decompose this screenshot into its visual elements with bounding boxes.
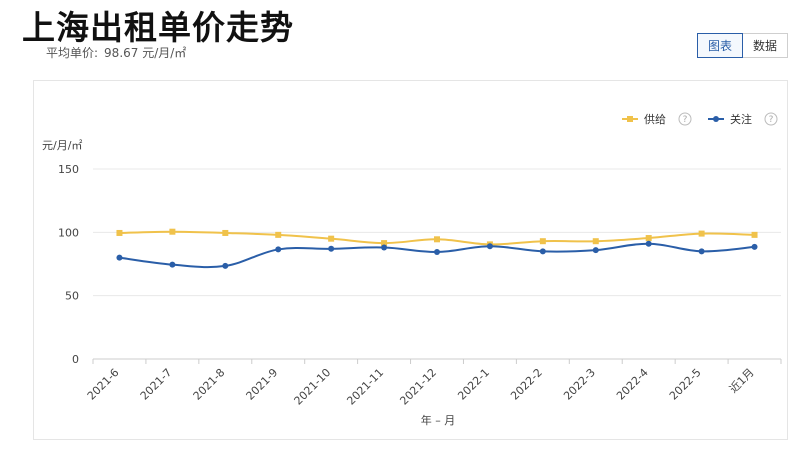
x-tick-label: 2021-6 [85, 366, 122, 403]
data-point[interactable] [328, 235, 335, 242]
data-point[interactable] [381, 244, 388, 251]
x-tick-label: 2022-5 [667, 366, 704, 403]
data-point[interactable] [751, 243, 758, 250]
chart-legend: 供给? 关注? [622, 112, 778, 126]
chart-series [116, 228, 758, 269]
data-point[interactable] [434, 248, 440, 255]
data-point[interactable] [486, 243, 493, 250]
legend-label: 供给 [644, 112, 666, 126]
data-point[interactable] [116, 229, 123, 236]
x-axis-title: 年 – 月 [421, 413, 456, 427]
page-title: 上海出租单价走势 [22, 8, 294, 47]
x-tick-label: 2022-4 [614, 366, 651, 403]
y-tick-label: 150 [58, 163, 79, 176]
data-point[interactable] [539, 248, 546, 255]
average-price: 平均单价: 98.67 元/月/㎡ [46, 45, 186, 61]
x-tick-label: 2022-3 [561, 366, 598, 403]
help-icon[interactable] [678, 112, 692, 126]
data-point[interactable] [328, 245, 335, 252]
x-tick-label: 近1月 [727, 366, 757, 396]
series-line-2 [119, 242, 755, 269]
x-tick-label: 2021-7 [138, 366, 175, 403]
data-point[interactable] [222, 229, 229, 236]
legend-item-1[interactable]: 供给? [622, 112, 692, 126]
view-toggle: 图表 数据 [697, 33, 789, 58]
data-point[interactable] [539, 238, 546, 245]
data-point[interactable] [751, 231, 758, 238]
data-point[interactable] [645, 240, 652, 247]
data-point[interactable] [698, 248, 705, 255]
y-axis-title: 元/月/㎡ [42, 139, 82, 152]
data-point[interactable] [592, 247, 599, 254]
x-axis: 2021-6 2021-7 2021-8 2021-9 2021-10 2021-11 20… [85, 358, 782, 408]
legend-marker [627, 116, 633, 122]
data-point[interactable] [645, 235, 652, 242]
data-view-button[interactable]: 数据 [743, 33, 789, 58]
chart-panel: 供给? 关注? 元/月/㎡ 0 50 100 150 2021-6 2021-7 2021-… [33, 80, 788, 440]
x-tick-label: 2022-1 [455, 366, 492, 403]
help-icon-glyph: ? [769, 115, 774, 125]
y-tick-label: 100 [58, 226, 79, 239]
average-price-label: 平均单价: [46, 46, 99, 60]
chart-grid [93, 168, 781, 360]
x-tick-label: 2022-2 [508, 366, 545, 403]
data-point[interactable] [592, 238, 599, 245]
average-price-value: 98.67 元/月/㎡ [104, 46, 187, 60]
data-point[interactable] [698, 230, 705, 237]
y-tick-label: 50 [65, 290, 79, 303]
data-point[interactable] [275, 231, 282, 238]
x-tick-label: 2021-9 [244, 366, 281, 403]
x-tick-label: 2021-11 [345, 366, 387, 408]
data-point[interactable] [275, 246, 282, 253]
x-tick-label: 2021-8 [191, 366, 228, 403]
y-tick-label: 0 [72, 353, 79, 366]
data-point[interactable] [222, 262, 229, 269]
data-point[interactable] [434, 236, 440, 243]
data-point[interactable] [169, 261, 176, 268]
legend-marker [713, 116, 719, 122]
y-axis-ticks: 0 50 100 150 [58, 163, 79, 366]
data-point[interactable] [116, 254, 123, 261]
x-tick-label: 2021-10 [292, 366, 334, 408]
chart-view-button[interactable]: 图表 [697, 33, 744, 58]
help-icon-glyph: ? [683, 115, 688, 125]
x-tick-label: 2021-12 [397, 366, 439, 408]
data-point[interactable] [381, 240, 388, 247]
help-icon[interactable] [764, 112, 778, 126]
legend-label: 关注 [730, 112, 752, 126]
data-point[interactable] [169, 228, 176, 235]
legend-item-2[interactable]: 关注? [708, 112, 778, 126]
